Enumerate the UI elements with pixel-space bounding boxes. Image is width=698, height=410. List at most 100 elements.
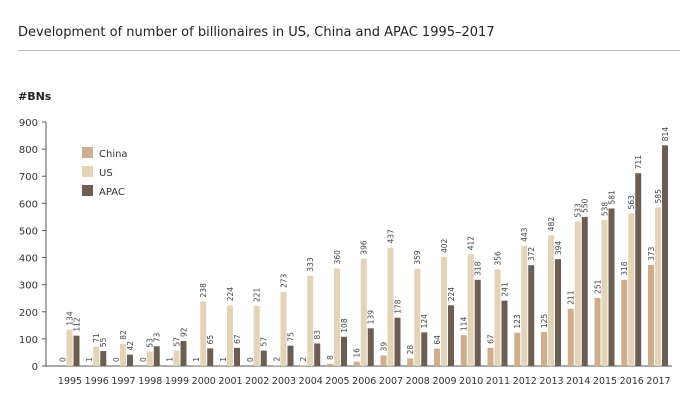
bar-apac: [581, 216, 588, 366]
y-tick-label: 800: [19, 145, 38, 156]
data-label: 1: [166, 357, 175, 362]
data-label: 0: [139, 357, 148, 362]
bar-apac: [234, 347, 240, 366]
data-label: 125: [540, 314, 549, 329]
bar-china: [407, 358, 414, 366]
bar-apac: [207, 348, 214, 366]
bar-apac: [180, 341, 187, 366]
data-label: 42: [126, 341, 135, 351]
y-tick-label: 0: [32, 362, 38, 373]
data-label: 224: [226, 287, 235, 302]
data-label: 241: [501, 282, 510, 297]
data-label: 139: [367, 310, 376, 325]
data-label: 178: [394, 299, 403, 314]
data-label: 238: [199, 283, 208, 298]
bar-china: [353, 361, 360, 366]
bar-us: [387, 247, 394, 366]
data-label: 114: [460, 317, 469, 332]
bar-apac: [421, 332, 428, 366]
bar-apac: [73, 335, 80, 366]
bar-china: [487, 347, 494, 366]
y-tick-label: 900: [19, 118, 38, 129]
bar-us: [548, 235, 554, 366]
bar-us: [66, 329, 73, 366]
data-label: 108: [340, 318, 349, 333]
data-label: 1: [192, 357, 201, 362]
data-label: 221: [253, 288, 262, 303]
bar-china: [273, 365, 280, 366]
data-label: 67: [233, 334, 242, 344]
y-tick-label: 500: [19, 226, 38, 237]
bar-apac: [100, 351, 107, 366]
x-tick-label: 1997: [111, 376, 135, 387]
data-label: 360: [333, 250, 342, 265]
x-tick-label: 1999: [165, 376, 189, 387]
data-label: 64: [433, 335, 442, 345]
data-label: 443: [520, 227, 529, 242]
bar-us: [253, 306, 260, 366]
data-label: 124: [420, 314, 429, 329]
bar-apac: [635, 173, 642, 366]
bar-apac: [662, 145, 668, 366]
data-label: 2: [273, 356, 282, 361]
bar-apac: [287, 345, 294, 366]
data-label: 55: [99, 337, 108, 347]
data-label: 1: [219, 357, 228, 362]
x-tick-label: 1998: [138, 376, 162, 387]
data-label: 412: [467, 236, 476, 251]
bar-china: [567, 308, 574, 366]
x-tick-label: 2002: [245, 376, 269, 387]
data-label: 273: [280, 273, 289, 288]
bar-us: [227, 305, 233, 366]
data-label: 711: [634, 155, 643, 170]
x-tick-label: 2012: [513, 376, 537, 387]
bar-china: [300, 365, 307, 366]
data-label: 16: [353, 348, 362, 358]
title-divider: [18, 50, 680, 51]
data-label: 538: [601, 202, 610, 217]
y-tick-label: 100: [19, 335, 38, 346]
legend-swatch-apac: [82, 185, 93, 196]
bar-china: [434, 348, 440, 366]
y-tick-label: 300: [19, 281, 38, 292]
data-label: 251: [594, 279, 603, 294]
bar-us: [146, 351, 153, 366]
data-label: 28: [406, 345, 415, 355]
bar-apac: [341, 336, 347, 366]
bar-apac: [367, 328, 374, 366]
legend-swatch-us: [82, 166, 93, 177]
bar-apac: [555, 259, 561, 366]
bar-china: [594, 297, 601, 366]
data-label: 123: [513, 314, 522, 329]
data-label: 2: [299, 356, 308, 361]
data-label: 83: [313, 330, 322, 340]
x-tick-label: 2009: [432, 376, 456, 387]
x-tick-label: 2005: [325, 376, 349, 387]
data-label: 73: [153, 332, 162, 342]
x-tick-label: 2001: [218, 376, 242, 387]
x-tick-label: 2003: [272, 376, 296, 387]
bar-us: [173, 350, 180, 366]
x-tick-label: 2010: [459, 376, 483, 387]
data-label: 92: [180, 327, 189, 337]
bar-us: [200, 301, 207, 366]
data-label: 581: [608, 190, 617, 205]
x-tick-label: 1995: [58, 376, 82, 387]
x-tick-label: 2016: [620, 376, 644, 387]
data-label: 75: [287, 332, 296, 342]
data-label: 112: [73, 317, 82, 332]
bar-apac: [474, 279, 481, 366]
x-tick-label: 2015: [593, 376, 617, 387]
data-label: 8: [326, 355, 335, 360]
bar-china: [541, 332, 547, 366]
data-label: 57: [173, 337, 182, 347]
bar-apac: [314, 343, 321, 366]
legend-swatch-china: [82, 147, 93, 158]
bar-apac: [528, 265, 535, 366]
data-label: 333: [306, 257, 315, 272]
data-label: 134: [66, 311, 75, 326]
y-tick-label: 700: [19, 172, 38, 183]
data-label: 359: [413, 250, 422, 265]
chart-title: Development of number of billionaires in…: [18, 25, 495, 40]
